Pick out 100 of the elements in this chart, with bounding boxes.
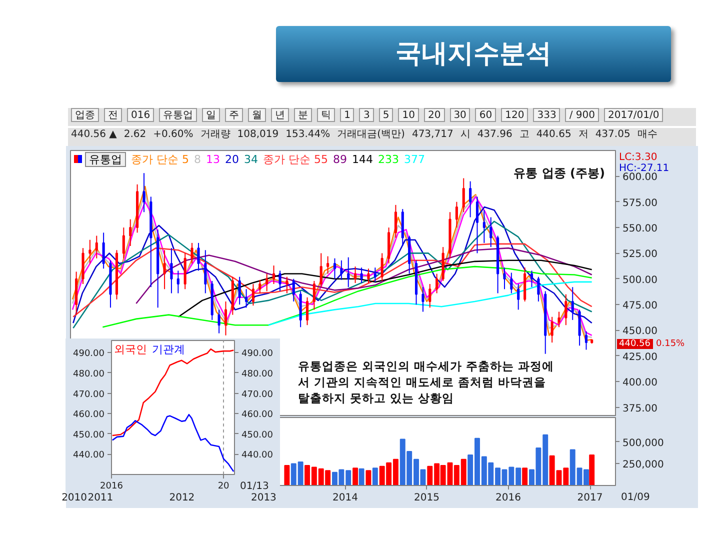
line-series [102,266,592,328]
text: 유통업 [159,108,198,122]
candlestick [95,235,98,259]
text: 거래량 [200,128,230,142]
candlestick [286,276,288,294]
text: / 900 [565,108,599,122]
candlestick [170,248,173,294]
candlestick [564,294,568,326]
text: 외국인 [114,343,147,356]
text: 시 [460,128,470,142]
candlestick [197,242,200,272]
text: 440.56 [617,339,652,350]
candlestick [122,227,125,259]
bar [358,468,364,486]
candlestick [476,196,479,254]
line-series [136,247,592,304]
line-series [178,260,592,318]
text: 20 [424,108,445,122]
candlestick [380,252,384,282]
candlestick [354,266,357,284]
text: 년 [271,108,290,122]
text: 60 [475,108,496,122]
text: +0.60% [153,128,194,142]
candlestick [537,276,540,302]
text: 437.05 [595,128,630,142]
candlestick [204,250,207,294]
text: 333 [533,108,560,122]
candlestick [142,172,146,213]
y2-tick-label: 480.00 [242,369,274,380]
candlestick [163,250,166,290]
y2-tick-label: 470.00 [242,390,274,400]
candlestick [88,239,92,264]
candlestick [245,288,248,308]
candlestick [462,178,465,213]
text: 233 [378,153,399,166]
candlestick [129,218,132,247]
candlestick [530,270,534,288]
text: 분 [294,108,312,122]
y2-tick-label: 460.00 [242,410,274,420]
text: 월 [248,108,266,122]
candlestick [278,270,282,292]
x-tick-label: 2012 [169,492,195,504]
y-tick-label: 450.00 [73,430,105,440]
text: 440.56 ▲ [71,128,117,142]
text: 01/09 [621,492,650,503]
text: 10 [398,108,419,122]
text: 기관계 [152,343,185,356]
y-tick-label: 550.00 [622,224,658,235]
candlestick [503,267,506,290]
text: 13 [206,153,220,166]
candlestick [218,309,220,334]
candlestick [320,252,322,288]
x-tick-label: 2016 [496,492,522,504]
candlestick [571,286,574,320]
text: 0.15% [656,339,685,350]
text: 2017/01/0 [604,108,664,122]
text: 153.44% [286,128,330,142]
text: 매수 [637,128,658,142]
candlestick [482,210,486,244]
candlestick [436,273,438,294]
text: 8 [194,153,201,166]
annotation: 유통업종은 외국인의 매수세가 주춤하는 과정에서 기관의 지속적인 매도세로 좀처럼 바닥권을 탈출하지 못하고 있는 상황임 [298,358,556,406]
candlestick [394,204,397,238]
y2-tick-label: 450.00 [242,430,274,440]
y-tick-label: 400.00 [622,378,658,389]
candlestick [374,267,376,282]
text: 5 [378,108,394,122]
line-series [112,414,234,472]
text: 120 [501,108,528,122]
y-tick-label: 450.00 [622,326,658,338]
y-tick-label: 375.00 [622,403,658,414]
bar [352,468,358,486]
chart-title: 국내지수분석 [276,26,671,82]
candlestick [266,273,268,292]
candlestick [252,284,254,306]
text: 473,717 [412,128,454,142]
candlestick [224,300,228,336]
candlestick [578,309,581,346]
y-tick-label: 480.00 [73,369,105,380]
annotation: 01/13 [240,481,269,492]
y2-tick-label: 440.00 [242,450,274,461]
text: 440.65 [536,128,572,142]
text: 3 [359,108,374,122]
candlestick [455,201,458,228]
candlestick [326,256,330,274]
candlestick [238,276,241,306]
y-tick-label: 470.00 [73,390,105,400]
bar [522,468,528,486]
candlestick [340,260,343,280]
x-tick-label: 2013 [250,492,276,504]
bar [366,470,372,486]
candlestick [190,242,194,264]
text: 89 [333,153,347,166]
x-tick-label: 2010 [62,492,88,504]
x-tick-label: 2014 [332,492,358,504]
line-series [72,243,592,318]
candlestick [422,286,424,312]
candlestick [558,311,560,328]
x-tick-label: 2015 [414,492,440,504]
y-tick-label: 475.00 [622,300,658,312]
